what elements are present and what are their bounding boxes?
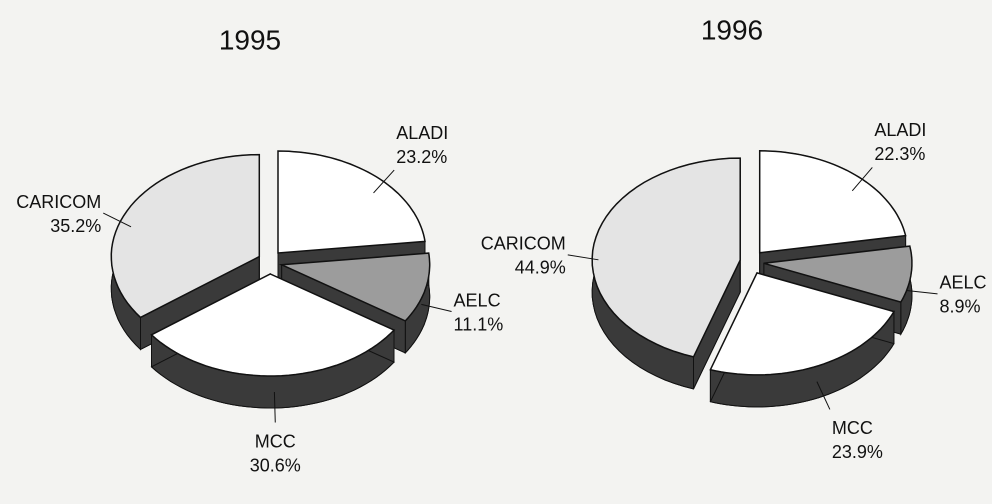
value-label: 11.1% <box>454 314 504 334</box>
slice <box>763 245 913 303</box>
value-label: 44.9% <box>515 258 566 278</box>
category-label: CARICOM <box>16 192 101 212</box>
value-label: 30.6% <box>250 455 301 475</box>
chart-title: 1996 <box>701 14 763 45</box>
leader-line <box>373 169 395 194</box>
chart-title: 1995 <box>219 24 281 55</box>
leader-line <box>103 212 132 228</box>
slice <box>278 252 431 322</box>
slice <box>110 153 261 351</box>
leader-line <box>567 254 599 261</box>
leader-line <box>421 303 452 312</box>
value-label: 22.3% <box>874 144 925 164</box>
value-label: 23.2% <box>396 147 447 167</box>
slice <box>591 157 741 358</box>
category-label: ALADI <box>874 120 926 140</box>
value-label: 35.2% <box>50 216 101 236</box>
category-label: MCC <box>255 431 296 451</box>
leader-line <box>906 290 938 295</box>
slice <box>150 273 396 377</box>
leader-line <box>851 167 873 192</box>
category-label: ALADI <box>396 123 448 143</box>
leader-line <box>273 391 276 423</box>
category-label: AELC <box>454 290 501 310</box>
value-label: 8.9% <box>940 297 981 317</box>
slice <box>150 273 396 409</box>
slice <box>110 153 261 319</box>
slice <box>709 272 896 408</box>
category-label: AELC <box>940 273 987 293</box>
slice <box>709 272 896 376</box>
slice <box>591 157 741 390</box>
category-label: CARICOM <box>481 234 566 254</box>
slice <box>277 150 426 254</box>
slice <box>758 150 907 254</box>
leader-line <box>816 381 831 410</box>
value-label: 23.9% <box>832 442 883 462</box>
category-label: MCC <box>832 418 873 438</box>
